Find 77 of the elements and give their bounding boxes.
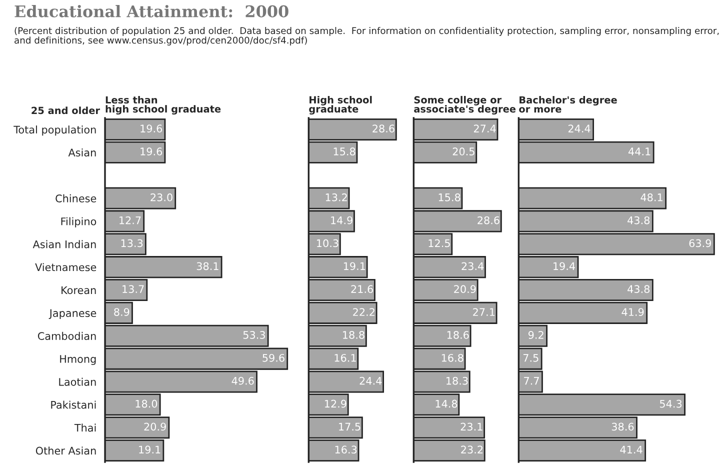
y-tick-label: Cambodian [38, 332, 96, 340]
data-label: 38.6 [612, 422, 634, 431]
data-label: 20.9 [454, 285, 476, 294]
data-label: 20.9 [144, 422, 166, 431]
data-label: 54.3 [660, 400, 682, 408]
y-tick-label: Vietnamese [35, 263, 96, 272]
y-tick-label: Pakistani [51, 400, 96, 409]
data-label: 16.8 [442, 354, 464, 362]
data-label: 17.5 [339, 422, 360, 431]
y-tick-label: Filipino [61, 217, 96, 228]
data-label: 19.4 [554, 262, 575, 270]
data-label: 7.7 [524, 377, 539, 385]
y-tick-label: Laotian [59, 378, 96, 386]
data-label: 13.3 [121, 239, 143, 248]
data-label: 49.6 [232, 376, 254, 385]
data-label: 8.9 [114, 308, 130, 316]
data-label: 15.8 [334, 148, 356, 156]
data-label: 23.0 [150, 193, 172, 202]
data-label: 23.4 [462, 262, 484, 270]
data-label: 18.6 [447, 331, 469, 339]
data-label: 27.4 [474, 124, 496, 132]
y-tick-label: Other Asian [36, 446, 96, 455]
data-label: 38.1 [196, 262, 218, 270]
y-tick-label: Hmong [60, 355, 96, 365]
data-label: 63.9 [689, 239, 712, 248]
chart-title: Less than high school graduate [106, 96, 221, 115]
data-label: 27.1 [473, 308, 495, 316]
data-label: 18.8 [343, 331, 364, 339]
data-label: 28.6 [478, 216, 500, 224]
data-label: 19.6 [140, 148, 162, 156]
chart-title: High school graduate [309, 96, 372, 115]
data-label: 24.4 [568, 124, 590, 132]
data-label: 23.1 [460, 422, 482, 431]
data-label: 43.8 [628, 285, 650, 294]
y-tick-label: Japanese [48, 309, 96, 320]
data-label: 18.3 [446, 376, 468, 385]
data-label: 16.1 [334, 354, 356, 362]
data-label: 16.3 [335, 446, 357, 454]
data-label: 12.5 [428, 239, 450, 248]
data-label: 44.1 [628, 148, 650, 156]
data-label: 14.9 [331, 216, 352, 224]
data-label: 13.7 [122, 285, 144, 294]
y-tick-label: Chinese [56, 194, 96, 202]
data-label: 43.8 [628, 216, 650, 224]
data-label: 23.2 [461, 446, 483, 454]
data-label: 21.6 [351, 285, 373, 294]
data-label: 41.4 [620, 446, 642, 454]
data-label: 19.6 [140, 124, 162, 132]
text: 25 and older [32, 106, 100, 114]
data-label: 15.8 [438, 193, 460, 202]
chart-title: Bachelor's degree or more [519, 96, 617, 113]
chart-title: Some college or associate's degree [414, 96, 516, 115]
data-label: 12.7 [120, 216, 141, 224]
data-label: 19.1 [344, 262, 366, 270]
data-label: 7.5 [523, 354, 538, 362]
text: (Percent distribution of population 25 and older. Data based on sample. For information on confidentiality protection, sampling error, nonsampling error, and definitions, see www.census.gov/prod/cen2000/doc/sf4.pdf) [14, 27, 719, 46]
y-tick-label: Thai [74, 424, 96, 432]
y-tick-label: Asian [68, 148, 96, 157]
data-label: 14.8 [436, 400, 458, 408]
y-tick-label: Total population [14, 126, 96, 136]
data-label: 59.6 [262, 354, 284, 362]
data-label: 20.5 [452, 148, 474, 156]
data-label: 18.0 [136, 400, 158, 408]
data-label: 13.2 [326, 193, 347, 202]
text: Educational Attainment: 2000 [14, 5, 288, 18]
data-label: 9.2 [528, 331, 544, 339]
data-label: 53.3 [243, 331, 265, 339]
data-label: 12.9 [324, 400, 346, 408]
data-label: 41.9 [622, 308, 644, 316]
y-tick-label: Korean [62, 286, 96, 294]
data-label: 10.3 [317, 239, 338, 248]
y-tick-label: Asian Indian [32, 240, 96, 248]
data-label: 24.4 [360, 376, 382, 385]
data-label: 19.1 [139, 446, 160, 454]
data-label: 22.2 [353, 308, 374, 316]
data-label: 48.1 [640, 193, 662, 202]
data-label: 28.6 [372, 124, 394, 132]
